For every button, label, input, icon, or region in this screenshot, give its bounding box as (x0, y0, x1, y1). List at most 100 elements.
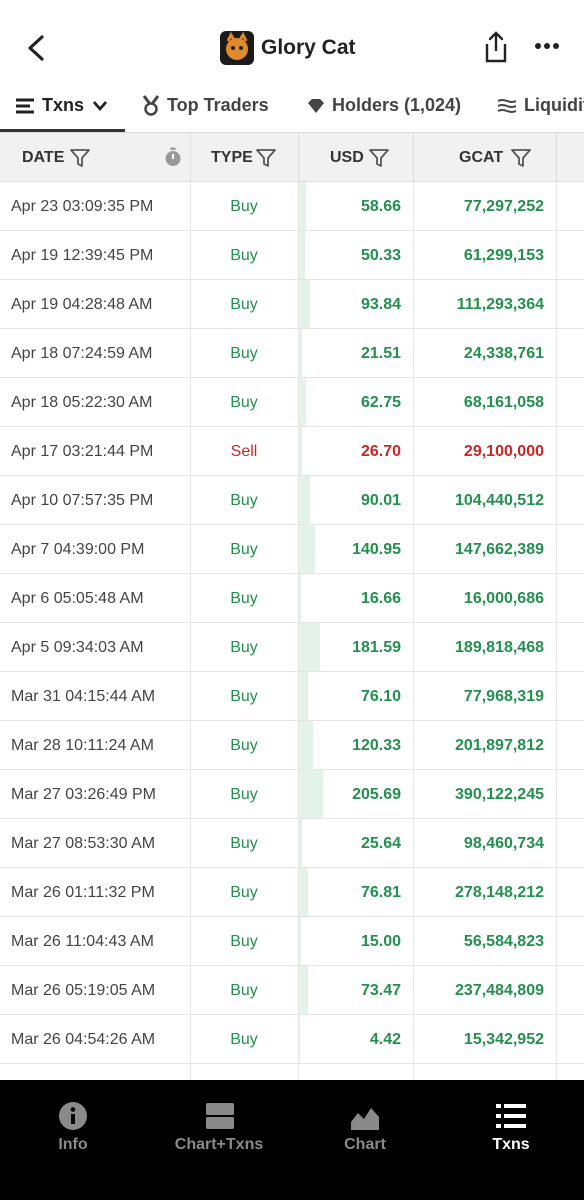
volume-bar (299, 721, 314, 769)
type-cell: Buy (230, 296, 258, 313)
nav-item[interactable]: Chart+Txns (174, 1136, 264, 1153)
type-cell: Buy (230, 982, 258, 999)
row-divider (0, 867, 584, 868)
type-cell: Buy (230, 394, 258, 411)
gcat-cell: 189,818,468 (455, 639, 544, 656)
row-divider (0, 573, 584, 574)
volume-bar (299, 574, 301, 622)
volume-bar (299, 476, 310, 524)
filter-icon[interactable] (70, 148, 90, 168)
usd-cell: 181.59 (352, 639, 401, 656)
bottom-nav: Info Chart+Txns Chart Txns (0, 1080, 584, 1200)
tab[interactable]: Holders (1,024) (332, 95, 462, 115)
column-header[interactable]: TYPE (211, 149, 253, 166)
gcat-cell: 61,299,153 (463, 247, 544, 264)
row-divider (0, 524, 584, 525)
icon (142, 95, 160, 116)
volume-bar (299, 672, 308, 720)
volume-bar (299, 868, 308, 916)
gcat-cell: 278,148,212 (455, 884, 544, 901)
filter-icon[interactable] (511, 148, 531, 168)
nav-item[interactable]: Txns (492, 1136, 530, 1153)
type-cell: Sell (230, 443, 258, 460)
gcat-cell: 16,000,686 (463, 590, 544, 607)
date-cell: Apr 10 07:57:35 PM (11, 492, 154, 509)
column-header[interactable]: GCAT (459, 149, 504, 166)
row-divider (0, 328, 584, 329)
date-cell: Apr 23 03:09:35 PM (11, 198, 154, 215)
gcat-cell: 15,342,952 (463, 1031, 544, 1048)
date-cell: Apr 5 09:34:03 AM (11, 639, 144, 656)
filter-icon[interactable] (369, 148, 389, 168)
date-cell: Mar 27 03:26:49 PM (11, 786, 156, 803)
volume-bar (299, 378, 307, 426)
usd-cell: 140.95 (352, 541, 401, 558)
tab[interactable]: Top Traders (167, 95, 269, 115)
back-button[interactable] (24, 34, 48, 62)
gcat-cell: 24,338,761 (463, 345, 544, 362)
row-divider (0, 475, 584, 476)
date-cell: Mar 26 05:19:05 AM (11, 982, 156, 999)
usd-cell: 205.69 (352, 786, 401, 803)
column-divider (556, 182, 557, 1080)
volume-bar (299, 427, 303, 475)
volume-bar (299, 525, 316, 573)
gcat-cell: 390,122,245 (455, 786, 544, 803)
filter-icon[interactable] (256, 148, 276, 168)
usd-cell: 21.51 (360, 345, 401, 362)
gcat-cell: 104,440,512 (455, 492, 544, 509)
date-cell: Mar 26 04:54:26 AM (11, 1031, 156, 1048)
row-divider (0, 426, 584, 427)
share-button[interactable] (482, 30, 510, 64)
gcat-cell: 147,662,389 (455, 541, 544, 558)
icon (351, 1108, 379, 1130)
volume-bar (299, 231, 305, 279)
icon (308, 99, 324, 113)
type-cell: Buy (230, 884, 258, 901)
column-divider (413, 182, 414, 1080)
column-divider (298, 133, 299, 182)
icon (59, 1102, 87, 1130)
type-cell: Buy (230, 590, 258, 607)
more-button[interactable] (534, 42, 560, 50)
date-cell: Apr 19 04:28:48 AM (11, 296, 153, 313)
gcat-cell: 68,161,058 (463, 394, 544, 411)
type-cell: Buy (230, 639, 258, 656)
tab[interactable]: Txns (42, 95, 85, 115)
row-divider (0, 230, 584, 231)
date-cell: Mar 28 10:11:24 AM (11, 737, 154, 754)
row-divider (0, 622, 584, 623)
nav-item[interactable]: Info (58, 1136, 88, 1153)
date-cell: Apr 7 04:39:00 PM (11, 541, 145, 558)
column-header[interactable]: DATE (22, 149, 65, 166)
volume-bar (299, 280, 310, 328)
table-body: Apr 23 03:09:35 PM Buy 58.66 77,297,252 Apr … (0, 182, 584, 1080)
usd-cell: 50.33 (360, 247, 401, 264)
type-cell: Buy (230, 737, 258, 754)
column-divider (190, 133, 191, 182)
gcat-cell: 77,297,252 (463, 198, 544, 215)
gcat-cell: 201,897,812 (455, 737, 544, 754)
column-header[interactable]: USD (330, 149, 364, 166)
type-cell: Buy (230, 492, 258, 509)
usd-cell: 26.70 (360, 443, 401, 460)
tab[interactable]: Liquidity (524, 95, 584, 115)
nav-item[interactable]: Chart (344, 1136, 386, 1153)
row-divider (0, 1063, 584, 1064)
date-cell: Apr 19 12:39:45 PM (11, 247, 154, 264)
row-divider (0, 377, 584, 378)
usd-cell: 58.66 (360, 198, 401, 215)
gcat-cell: 237,484,809 (455, 982, 544, 999)
date-cell: Mar 31 04:15:44 AM (11, 688, 156, 705)
column-divider (556, 133, 557, 182)
type-cell: Buy (230, 541, 258, 558)
table-header: DATE TYPE USD GCAT (0, 133, 584, 182)
gcat-cell: 29,100,000 (463, 443, 544, 460)
timer-icon[interactable] (164, 147, 182, 167)
column-divider (298, 182, 299, 1080)
type-cell: Buy (230, 835, 258, 852)
date-cell: Mar 26 01:11:32 PM (11, 884, 155, 901)
tab-bar: Txns Top Traders Holders (1,024) Liquidi… (0, 80, 584, 133)
type-cell: Buy (230, 198, 258, 215)
